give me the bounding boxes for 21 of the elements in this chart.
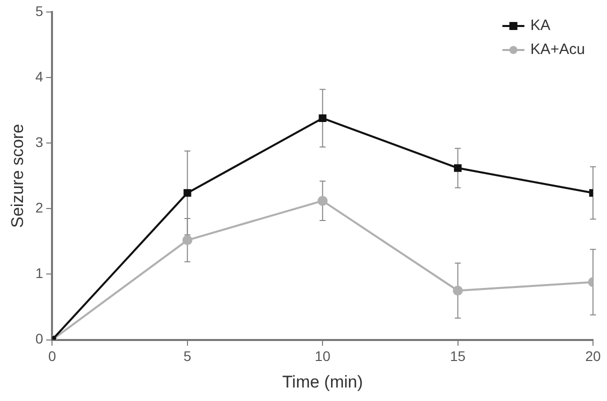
point bbox=[182, 235, 192, 246]
point bbox=[454, 164, 462, 172]
y-tick-label: 4 bbox=[35, 68, 44, 84]
point bbox=[318, 196, 328, 206]
y-tick-label: 3 bbox=[35, 134, 44, 150]
point bbox=[318, 114, 326, 122]
y-tick-label: 0 bbox=[35, 330, 44, 347]
point bbox=[452, 286, 463, 296]
x-tick-label: 5 bbox=[183, 348, 192, 364]
legend-label: KA bbox=[530, 17, 550, 34]
y-tick-label: 1 bbox=[35, 265, 44, 282]
x-tick-label: 10 bbox=[314, 348, 331, 364]
x-tick-label: 15 bbox=[450, 348, 466, 364]
point bbox=[184, 189, 192, 197]
y-tick-label: 2 bbox=[35, 200, 44, 216]
y-axis-title: Seizure score bbox=[8, 124, 27, 228]
x-tick-label: 20 bbox=[585, 348, 601, 364]
x-axis-title: Time (min) bbox=[282, 372, 363, 392]
y-tick-label: 5 bbox=[35, 2, 44, 19]
legend-label: KA+Acu bbox=[530, 41, 586, 58]
x-tick-label: 0 bbox=[48, 348, 56, 364]
